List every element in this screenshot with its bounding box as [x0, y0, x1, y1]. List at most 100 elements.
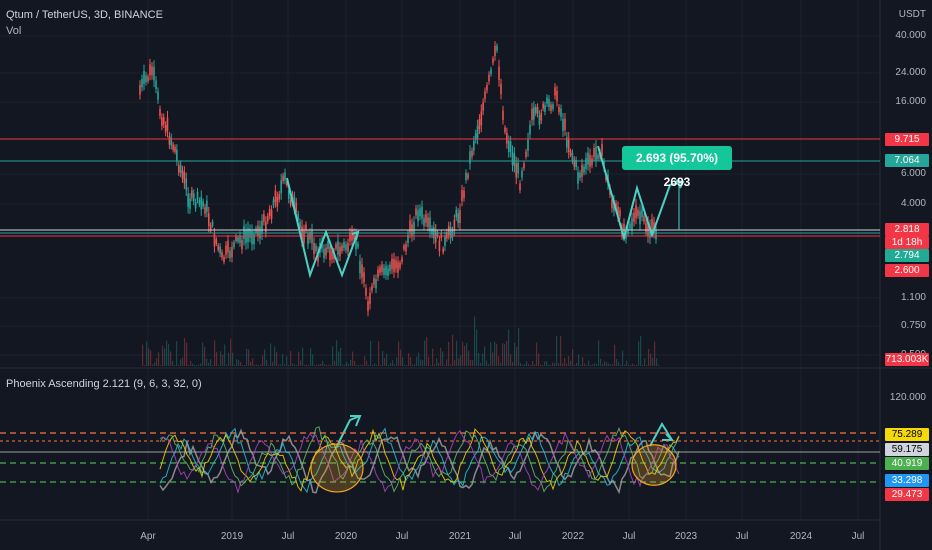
volume-bar — [540, 364, 542, 366]
candle-body — [367, 301, 369, 312]
volume-bar — [420, 359, 422, 366]
candle-body — [196, 191, 199, 200]
volume-bar — [400, 349, 402, 366]
candle-body — [141, 78, 143, 88]
candle-body — [593, 147, 595, 157]
volume-bar — [470, 359, 472, 366]
candle-body — [550, 104, 552, 111]
volume-bar — [344, 364, 346, 366]
volume-bar — [610, 364, 612, 366]
volume-bar — [286, 356, 288, 366]
volume-bar — [380, 364, 382, 366]
symbol-title[interactable]: Qtum / TetherUS, 3D, BINANCE — [6, 9, 163, 21]
candle-body — [567, 138, 570, 152]
candle-body — [383, 267, 385, 275]
candle-body — [347, 242, 349, 252]
candle-body — [211, 221, 214, 226]
price-tick-label: 24.000 — [895, 67, 926, 78]
candle-body — [436, 232, 439, 237]
candle-body — [371, 285, 373, 291]
volume-bar — [424, 340, 426, 366]
volume-bar — [238, 360, 240, 366]
candle-body — [245, 230, 247, 244]
candle-body — [341, 245, 343, 252]
volume-bar — [208, 362, 210, 366]
candle-body — [617, 206, 619, 217]
volume-bar — [190, 361, 192, 366]
candle-body — [415, 208, 417, 216]
volume-bar — [550, 364, 552, 366]
candle-body — [482, 102, 484, 111]
volume-bar — [370, 340, 372, 366]
volume-bar — [168, 343, 170, 366]
candle-body — [204, 207, 206, 214]
volume-bar — [656, 358, 658, 366]
candle-body — [202, 201, 204, 207]
candle-body — [174, 146, 176, 152]
volume-bar — [632, 363, 634, 366]
volume-bar — [186, 342, 188, 366]
volume-bars — [142, 316, 660, 366]
candle-body — [645, 222, 647, 232]
candle-body — [389, 264, 391, 272]
volume-bar — [340, 347, 342, 366]
zigzag-arrowhead-2019 — [351, 230, 360, 241]
volume-bar — [542, 364, 544, 366]
candle-body — [139, 85, 141, 95]
volume-bar — [294, 364, 296, 366]
candle-body — [305, 224, 307, 231]
volume-bar — [490, 342, 492, 366]
candle-body — [635, 205, 637, 218]
candle-body — [295, 202, 298, 212]
time-tick-label: 2020 — [334, 531, 358, 542]
volume-bar — [570, 360, 572, 366]
volume-bar — [284, 364, 286, 366]
indicator-line — [159, 427, 680, 494]
volume-bar — [614, 344, 616, 366]
volume-bar — [174, 364, 176, 366]
volume-bar — [408, 353, 410, 366]
candle-body — [166, 117, 169, 131]
candle-body — [507, 140, 510, 153]
candle-body — [355, 235, 357, 250]
indicator-arrow-2022 — [649, 422, 673, 447]
volume-bar — [406, 364, 408, 366]
indicator-arrow-2019 — [335, 415, 361, 449]
candle-body — [278, 193, 281, 200]
volume-bar — [164, 348, 166, 366]
time-tick-label: Jul — [508, 531, 522, 542]
time-tick-label: Jul — [735, 531, 749, 542]
volume-bar — [584, 363, 586, 366]
volume-bar — [376, 364, 378, 366]
candle-body — [385, 265, 387, 276]
volume-bar — [358, 364, 360, 366]
price-tick-label: 0.750 — [900, 320, 926, 331]
candle-body — [585, 157, 587, 170]
volume-bar — [194, 364, 196, 366]
volume-bar — [312, 354, 314, 366]
volume-label[interactable]: Vol — [6, 25, 22, 37]
candle-body — [235, 236, 237, 241]
candle-body — [423, 218, 425, 226]
indicator-arrowhead-2022 — [662, 433, 675, 441]
volume-bar — [456, 340, 458, 366]
time-tick-label: Apr — [140, 531, 156, 542]
candle-body — [280, 180, 282, 194]
volume-bar — [602, 364, 604, 366]
volume-bar — [218, 364, 220, 366]
candle-body — [579, 172, 581, 179]
candle-body — [463, 190, 465, 198]
candle-body — [403, 245, 405, 250]
indicator-title[interactable]: Phoenix Ascending 2.121 (9, 6, 3, 32, 0) — [6, 378, 202, 390]
volume-bar — [552, 362, 554, 366]
candle-body — [523, 163, 525, 169]
candle-body — [325, 247, 327, 256]
zigzag-arrowhead-2022 — [675, 180, 685, 189]
volume-bar — [452, 334, 454, 366]
volume-bar — [334, 360, 336, 366]
volume-bar — [346, 361, 348, 366]
candle-body — [419, 208, 421, 217]
candle-body — [393, 259, 395, 272]
volume-bar — [268, 364, 270, 366]
